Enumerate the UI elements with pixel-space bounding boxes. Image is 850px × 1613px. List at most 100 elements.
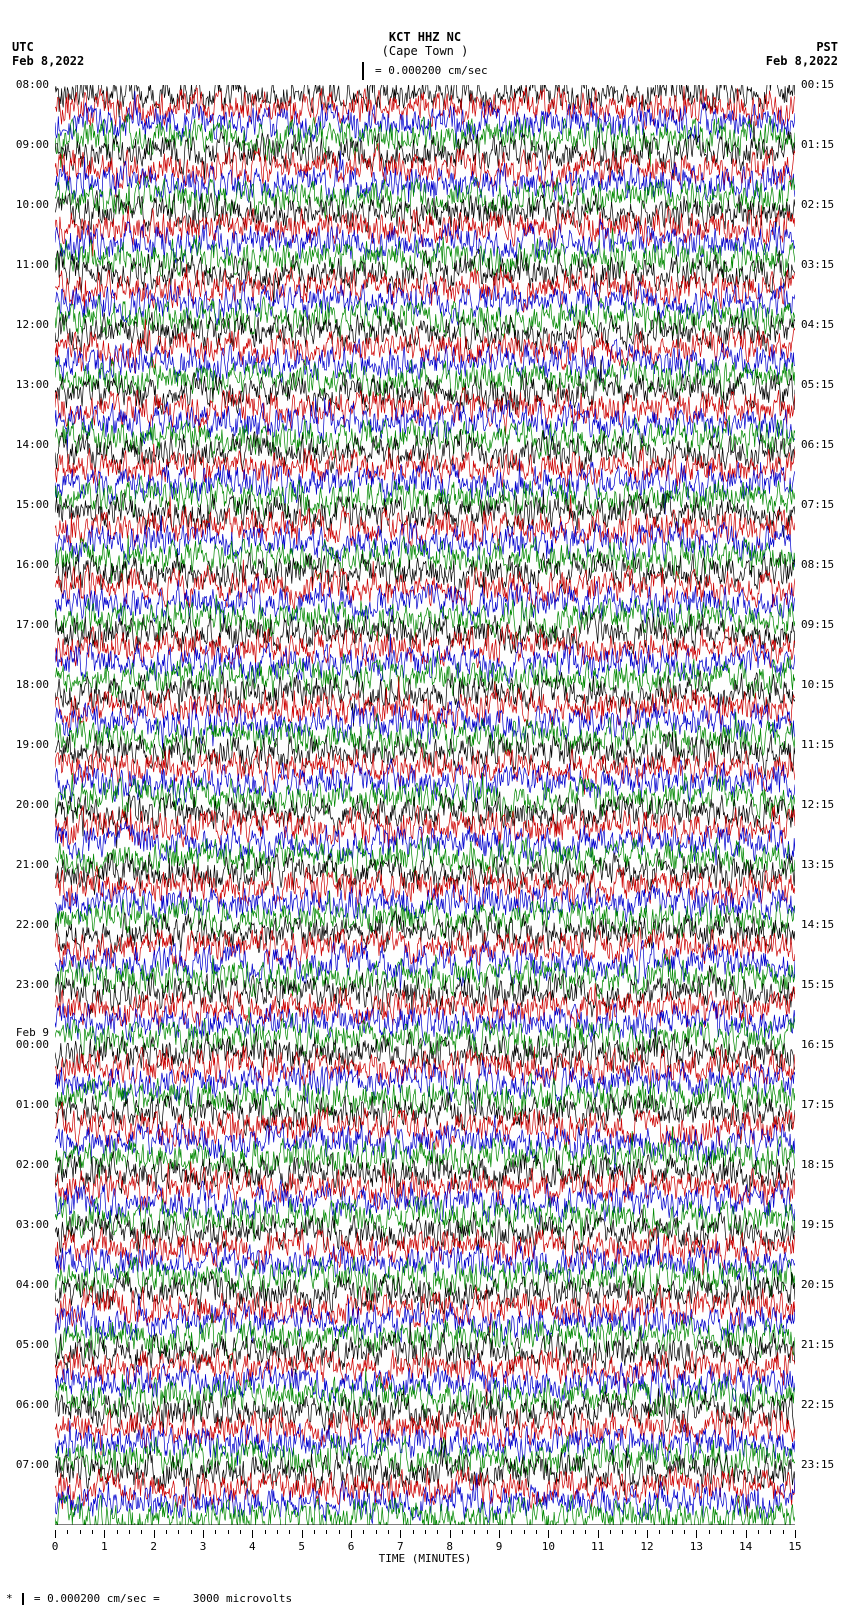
x-tick-minor xyxy=(265,1530,266,1534)
x-tick-minor xyxy=(437,1530,438,1534)
x-tick-label: 10 xyxy=(542,1540,555,1553)
x-tick-minor xyxy=(240,1530,241,1534)
x-tick-minor xyxy=(721,1530,722,1534)
pst-hour: 15:15 xyxy=(801,979,834,991)
x-tick-minor xyxy=(376,1530,377,1534)
x-tick-minor xyxy=(178,1530,179,1534)
x-tick-label: 9 xyxy=(496,1540,503,1553)
utc-hour: 02:00 xyxy=(16,1159,49,1171)
pst-hour: 07:15 xyxy=(801,499,834,511)
x-tick-label: 3 xyxy=(200,1540,207,1553)
footer-text-b: 3000 microvolts xyxy=(193,1592,292,1605)
footer-text-a: = 0.000200 cm/sec = xyxy=(34,1592,160,1605)
utc-hour: 10:00 xyxy=(16,199,49,211)
x-tick-minor xyxy=(289,1530,290,1534)
x-tick-minor xyxy=(536,1530,537,1534)
utc-hour: 16:00 xyxy=(16,559,49,571)
x-tick-minor xyxy=(191,1530,192,1534)
x-tick-major xyxy=(450,1530,451,1538)
scale-bar-icon xyxy=(362,62,364,80)
helicorder-plot xyxy=(55,85,795,1525)
x-tick-minor xyxy=(659,1530,660,1534)
x-tick-minor xyxy=(622,1530,623,1534)
pst-hour: 19:15 xyxy=(801,1219,834,1231)
x-tick-minor xyxy=(92,1530,93,1534)
x-tick-minor xyxy=(511,1530,512,1534)
utc-hour: 22:00 xyxy=(16,919,49,931)
x-tick-minor xyxy=(129,1530,130,1534)
pst-hour: 04:15 xyxy=(801,319,834,331)
x-tick-label: 14 xyxy=(739,1540,752,1553)
pst-hour: 01:15 xyxy=(801,139,834,151)
x-tick-minor xyxy=(573,1530,574,1534)
x-tick-label: 0 xyxy=(52,1540,59,1553)
pst-hour: 22:15 xyxy=(801,1399,834,1411)
x-tick-label: 1 xyxy=(101,1540,108,1553)
footer-bar-icon xyxy=(22,1593,24,1605)
scale-indicator: = 0.000200 cm/sec xyxy=(0,62,850,80)
x-tick-minor xyxy=(363,1530,364,1534)
x-tick-label: 13 xyxy=(690,1540,703,1553)
x-tick-minor xyxy=(524,1530,525,1534)
utc-hour: 05:00 xyxy=(16,1339,49,1351)
seismic-trace xyxy=(55,1001,795,1045)
x-tick-minor xyxy=(339,1530,340,1534)
pst-hour: 11:15 xyxy=(801,739,834,751)
utc-hour: 14:00 xyxy=(16,439,49,451)
x-axis: TIME (MINUTES) 0123456789101112131415 xyxy=(55,1530,795,1560)
footer-star: * xyxy=(6,1592,13,1605)
x-tick-minor xyxy=(388,1530,389,1534)
utc-hour: 13:00 xyxy=(16,379,49,391)
utc-hour-labels: 08:0009:0010:0011:0012:0013:0014:0015:00… xyxy=(0,85,52,1525)
utc-hour: 09:00 xyxy=(16,139,49,151)
x-tick-minor xyxy=(474,1530,475,1534)
pst-hour: 00:15 xyxy=(801,79,834,91)
x-tick-minor xyxy=(758,1530,759,1534)
x-tick-minor xyxy=(166,1530,167,1534)
x-tick-major xyxy=(647,1530,648,1538)
pst-hour: 08:15 xyxy=(801,559,834,571)
x-tick-major xyxy=(154,1530,155,1538)
x-tick-minor xyxy=(141,1530,142,1534)
x-tick-label: 4 xyxy=(249,1540,256,1553)
seismic-trace xyxy=(55,190,795,233)
utc-hour: 01:00 xyxy=(16,1099,49,1111)
utc-hour: 20:00 xyxy=(16,799,49,811)
pst-hour: 13:15 xyxy=(801,859,834,871)
x-tick-label: 15 xyxy=(788,1540,801,1553)
x-tick-major xyxy=(302,1530,303,1538)
pst-hour: 10:15 xyxy=(801,679,834,691)
x-tick-minor xyxy=(117,1530,118,1534)
pst-hour: 12:15 xyxy=(801,799,834,811)
station-title: KCT HHZ NC xyxy=(0,30,850,44)
x-tick-label: 7 xyxy=(397,1540,404,1553)
pst-hour: 23:15 xyxy=(801,1459,834,1471)
seismic-traces xyxy=(55,85,795,1525)
utc-hour: 04:00 xyxy=(16,1279,49,1291)
pst-hour: 06:15 xyxy=(801,439,834,451)
x-tick-minor xyxy=(425,1530,426,1534)
x-tick-major xyxy=(598,1530,599,1538)
x-tick-label: 11 xyxy=(591,1540,604,1553)
pst-hour: 17:15 xyxy=(801,1099,834,1111)
utc-hour: 17:00 xyxy=(16,619,49,631)
utc-hour: 06:00 xyxy=(16,1399,49,1411)
pst-hour: 02:15 xyxy=(801,199,834,211)
x-tick-minor xyxy=(709,1530,710,1534)
seismogram-container: UTC Feb 8,2022 PST Feb 8,2022 KCT HHZ NC… xyxy=(0,0,850,1613)
utc-hour: 03:00 xyxy=(16,1219,49,1231)
x-tick-minor xyxy=(326,1530,327,1534)
x-tick-minor xyxy=(770,1530,771,1534)
x-tick-major xyxy=(795,1530,796,1538)
x-tick-label: 8 xyxy=(446,1540,453,1553)
utc-hour: 15:00 xyxy=(16,499,49,511)
x-tick-minor xyxy=(733,1530,734,1534)
pst-hour: 09:15 xyxy=(801,619,834,631)
utc-hour: 00:00 xyxy=(16,1039,49,1051)
pst-hour-labels: 00:1501:1502:1503:1504:1505:1506:1507:15… xyxy=(798,85,850,1525)
x-tick-minor xyxy=(672,1530,673,1534)
x-tick-minor xyxy=(635,1530,636,1534)
utc-hour: 18:00 xyxy=(16,679,49,691)
x-tick-label: 2 xyxy=(150,1540,157,1553)
utc-hour: 08:00 xyxy=(16,79,49,91)
